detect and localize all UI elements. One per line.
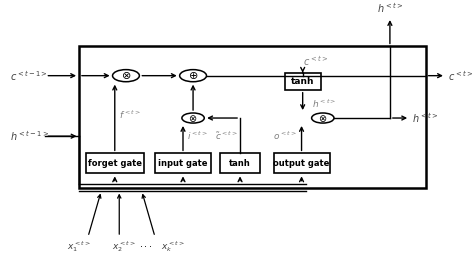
Text: $\otimes$: $\otimes$	[121, 70, 131, 81]
Bar	[285, 73, 320, 90]
Text: forget gate: forget gate	[88, 159, 142, 168]
Text: $h^{<t>}$: $h^{<t>}$	[377, 1, 403, 15]
Bar	[79, 46, 426, 188]
Text: $h^{<t-1>}$: $h^{<t-1>}$	[9, 129, 49, 143]
Text: output gate: output gate	[273, 159, 330, 168]
Text: $o^{<t>}$: $o^{<t>}$	[273, 130, 297, 142]
Text: $...$: $...$	[139, 239, 154, 249]
Circle shape	[311, 113, 334, 123]
Text: $c^{<t>}$: $c^{<t>}$	[303, 54, 328, 68]
Text: $c^{<t>}$: $c^{<t>}$	[448, 69, 474, 83]
Text: $x_k^{<t>}$: $x_k^{<t>}$	[161, 239, 185, 254]
Text: $x_1^{<t>}$: $x_1^{<t>}$	[67, 239, 91, 254]
Text: $\otimes$: $\otimes$	[318, 113, 328, 124]
Text: $h^{<t>}$: $h^{<t>}$	[311, 98, 336, 110]
Text: $f^{<t>}$: $f^{<t>}$	[119, 108, 141, 121]
Circle shape	[182, 113, 204, 123]
Circle shape	[180, 70, 207, 82]
Bar	[86, 153, 144, 174]
Text: $h^{<t>}$: $h^{<t>}$	[412, 111, 438, 125]
Bar	[220, 153, 260, 174]
Bar	[273, 153, 329, 174]
Text: $\otimes$: $\otimes$	[189, 113, 198, 124]
Text: $\oplus$: $\oplus$	[188, 70, 198, 81]
Text: $c^{<t-1>}$: $c^{<t-1>}$	[9, 69, 47, 83]
Text: $\tilde{c}^{<t>}$: $\tilde{c}^{<t>}$	[215, 130, 238, 142]
Text: tanh: tanh	[229, 159, 251, 168]
Text: tanh: tanh	[291, 77, 314, 86]
Circle shape	[112, 70, 139, 82]
Text: input gate: input gate	[158, 159, 208, 168]
Text: $x_2^{<t>}$: $x_2^{<t>}$	[112, 239, 136, 254]
Text: $i^{<t>}$: $i^{<t>}$	[188, 130, 209, 142]
Bar	[155, 153, 211, 174]
